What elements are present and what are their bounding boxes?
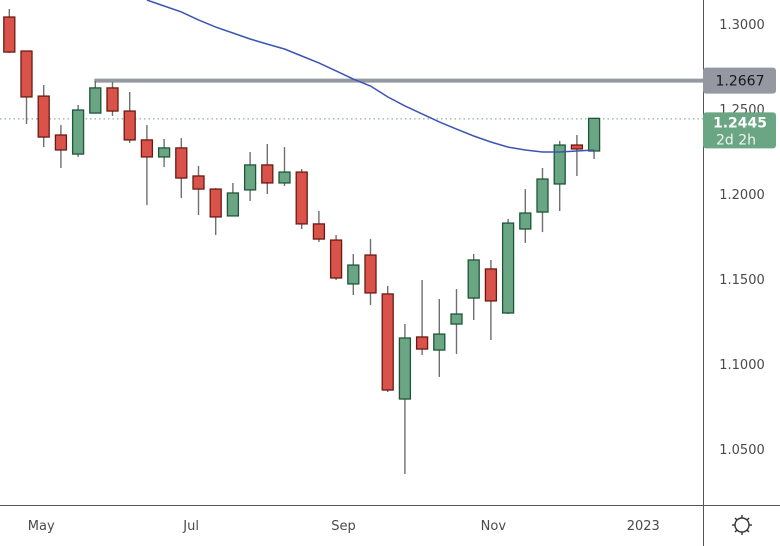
last-price-badge <box>703 112 776 149</box>
candle-body <box>398 337 412 400</box>
candle-body <box>295 171 308 225</box>
candle-body <box>381 293 394 391</box>
candle-body <box>157 147 171 158</box>
candle-body <box>89 87 102 114</box>
candle[interactable] <box>261 144 274 194</box>
price-tick-label: 1.0500 <box>719 443 765 458</box>
price-tick-label: 1.2000 <box>719 188 765 203</box>
candle-body <box>123 110 136 141</box>
candle[interactable] <box>587 117 601 159</box>
candle[interactable] <box>54 124 68 168</box>
candle[interactable] <box>89 80 102 114</box>
candle[interactable] <box>209 188 222 235</box>
time-tick-label: Nov <box>481 519 507 534</box>
gear-icon[interactable] <box>732 515 752 535</box>
price-tick-label: 1.1000 <box>719 358 765 373</box>
candle-body <box>364 254 377 294</box>
candle[interactable] <box>175 138 188 199</box>
candle-body <box>54 134 68 151</box>
candle-body <box>261 164 274 184</box>
candle-body <box>570 144 584 150</box>
candle-body <box>37 95 50 138</box>
candle-body <box>450 313 463 325</box>
time-tick-label: Sep <box>331 519 356 534</box>
candle-body <box>433 333 446 351</box>
candle-body <box>209 188 222 218</box>
candle[interactable] <box>450 289 463 354</box>
candle[interactable] <box>398 324 412 474</box>
candle-body <box>415 336 429 350</box>
candle-body <box>484 268 498 302</box>
plot-area <box>0 0 703 474</box>
candle[interactable] <box>140 124 154 206</box>
candle-body <box>519 212 532 230</box>
candle-body <box>278 171 291 184</box>
candle[interactable] <box>226 182 240 217</box>
candle[interactable] <box>467 254 480 320</box>
candle-body <box>71 109 85 155</box>
candle-body <box>553 144 566 185</box>
candle[interactable] <box>364 239 377 306</box>
candle-body <box>226 192 240 217</box>
level-price-label: 1.2667 <box>716 74 765 90</box>
candle-body <box>192 175 205 190</box>
candle-body <box>20 50 33 98</box>
candle[interactable] <box>484 259 498 341</box>
candle-body <box>467 259 480 299</box>
candle[interactable] <box>106 81 119 116</box>
candle-body <box>347 264 360 285</box>
candle-body <box>106 87 119 112</box>
candle[interactable] <box>501 218 515 315</box>
candle-body <box>587 117 601 152</box>
last-price-label: 1.2445 <box>713 115 767 131</box>
candle-body <box>312 223 326 240</box>
bar-countdown-label: 2d 2h <box>716 132 756 148</box>
time-tick-label: May <box>28 519 55 534</box>
candle[interactable] <box>37 85 50 148</box>
candle-body <box>329 239 343 279</box>
time-tick-label: Jul <box>182 519 199 534</box>
candle[interactable] <box>71 104 85 157</box>
candle[interactable] <box>329 234 343 281</box>
candle[interactable] <box>295 169 308 230</box>
candle-body <box>501 222 515 314</box>
time-tick-label: 2023 <box>627 519 660 534</box>
level-price-badge <box>703 67 776 94</box>
candle[interactable] <box>519 189 532 243</box>
candle[interactable] <box>570 135 584 176</box>
moving-average-line[interactable] <box>146 0 595 153</box>
candle[interactable] <box>123 92 136 143</box>
candle[interactable] <box>347 254 360 295</box>
price-tick-label: 1.1500 <box>719 273 765 288</box>
candle[interactable] <box>433 299 446 377</box>
candle-body <box>175 147 188 179</box>
candle[interactable] <box>243 152 257 201</box>
candle-body <box>140 139 154 158</box>
candle-body <box>243 164 257 191</box>
candle[interactable] <box>278 147 291 187</box>
candle[interactable] <box>3 9 16 54</box>
candle-body <box>3 16 16 53</box>
candle-body <box>536 178 549 213</box>
time-axis[interactable]: May Jul Sep Nov 2023 <box>28 519 660 534</box>
candle[interactable] <box>415 280 429 355</box>
candle[interactable] <box>381 285 394 393</box>
candle[interactable] <box>312 211 326 242</box>
candle[interactable] <box>192 165 205 216</box>
candle[interactable] <box>157 138 171 167</box>
candle[interactable] <box>536 167 549 233</box>
candle[interactable] <box>20 50 33 124</box>
price-tick-label: 1.3000 <box>719 18 765 33</box>
